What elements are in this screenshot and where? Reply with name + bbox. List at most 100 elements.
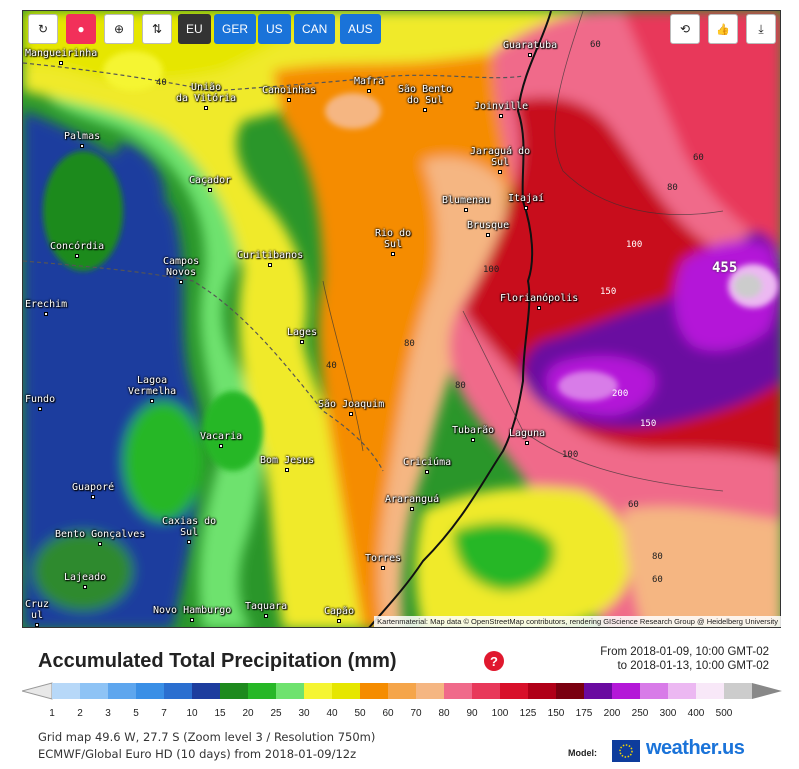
city-marker: [498, 170, 502, 174]
contour-label: 60: [590, 40, 601, 50]
city-marker: [349, 412, 353, 416]
city-label: Laguna: [509, 428, 546, 439]
location-pin-icon: ●: [77, 22, 85, 36]
legend-tick-label: 15: [214, 708, 226, 719]
contour-label: 80: [667, 183, 678, 193]
grid-info: Grid map 49.6 W, 27.7 S (Zoom level 3 / …: [38, 730, 376, 744]
contour-label: 40: [326, 361, 337, 371]
city-marker: [524, 206, 528, 210]
city-marker: [425, 470, 429, 474]
brand-logo[interactable]: weather.us: [646, 737, 745, 759]
date-range: From 2018-01-09, 10:00 GMT-02 to 2018-01…: [600, 645, 769, 673]
region-aus-button[interactable]: AUS: [340, 14, 381, 44]
city-marker: [391, 252, 395, 256]
city-marker: [537, 306, 541, 310]
city-label: Lages: [287, 327, 318, 338]
legend-swatch: [136, 683, 165, 699]
city-label: Canoinhas: [262, 85, 317, 96]
city-label: Itajaí: [508, 193, 545, 204]
legend-tick-label: 5: [133, 708, 139, 719]
city-marker: [59, 61, 63, 65]
city-label: São Joaquim: [318, 399, 385, 410]
city-marker: [219, 444, 223, 448]
city-label: Fundo: [25, 394, 56, 405]
city-label: Caxias do Sul: [162, 516, 217, 538]
city-marker: [187, 540, 191, 544]
date-to: to 2018-01-13, 10:00 GMT-02: [617, 660, 769, 672]
zoom-in-button[interactable]: ⊕: [104, 14, 134, 44]
city-label: Bento Gonçalves: [55, 529, 146, 540]
city-label: Blumenau: [442, 195, 491, 206]
region-eu-button[interactable]: EU: [178, 14, 211, 44]
legend-tick-label: 90: [466, 708, 478, 719]
legend-tick-label: 150: [547, 708, 565, 719]
city-marker: [423, 108, 427, 112]
sort-button[interactable]: ⇅: [142, 14, 172, 44]
city-marker: [179, 280, 183, 284]
legend-tick-label: 400: [687, 708, 705, 719]
refresh-icon: ↻: [37, 22, 49, 36]
legend-swatch: [108, 683, 137, 699]
legend-swatch: [304, 683, 333, 699]
contour-label: 80: [404, 339, 415, 349]
download-button[interactable]: ⤓: [746, 14, 776, 44]
region-us-button[interactable]: US: [258, 14, 291, 44]
contour-label: 100: [483, 265, 500, 275]
region-can-button[interactable]: CAN: [294, 14, 336, 44]
legend-swatch: [724, 683, 753, 699]
legend-tick-label: 500: [715, 708, 733, 719]
city-label: Taquara: [245, 601, 288, 612]
city-marker: [44, 312, 48, 316]
city-label: São Bento do Sul: [398, 84, 453, 106]
map-attribution: Kartenmaterial: Map data © OpenStreetMap…: [374, 616, 781, 627]
legend-swatch: [556, 683, 585, 699]
city-label: Florianópolis: [500, 293, 579, 304]
location-button[interactable]: ●: [66, 14, 96, 44]
city-label: Lagoa Vermelha: [128, 375, 177, 397]
city-marker: [35, 623, 39, 627]
city-label: União da Vitória: [176, 82, 237, 104]
contour-label: 100: [626, 240, 643, 250]
legend-tick-label: 25: [270, 708, 282, 719]
like-button[interactable]: 👍: [708, 14, 738, 44]
legend-swatch: [416, 683, 445, 699]
legend-tick-label: 30: [298, 708, 310, 719]
help-icon[interactable]: ?: [484, 651, 504, 671]
download-icon: ⤓: [758, 21, 764, 36]
legend-swatch: [332, 683, 361, 699]
precipitation-field: [23, 11, 780, 627]
legend-tick-label: 200: [603, 708, 621, 719]
legend-tick-label: 1: [49, 708, 55, 719]
city-label: Capão: [324, 606, 355, 617]
model-label: Model:: [568, 748, 597, 758]
region-ger-button[interactable]: GER: [214, 14, 257, 44]
city-label: Bom Jesus: [260, 455, 315, 466]
repeat-button[interactable]: ⟲: [670, 14, 700, 44]
legend-swatch: [668, 683, 697, 699]
city-marker: [264, 614, 268, 618]
contour-label: 40: [156, 78, 167, 88]
legend-tick-label: 250: [631, 708, 649, 719]
refresh-button[interactable]: ↻: [28, 14, 58, 44]
city-label: Guaporé: [72, 482, 115, 493]
legend-tick-label: 7: [161, 708, 167, 719]
city-label: Araranguá: [385, 494, 440, 505]
city-label: Concórdia: [50, 241, 105, 252]
legend-tick-label: 40: [326, 708, 338, 719]
zoom-in-icon: ⊕: [113, 22, 125, 36]
city-marker: [268, 263, 272, 267]
legend-swatch: [80, 683, 109, 699]
legend-tick-label: 70: [410, 708, 422, 719]
date-from: From 2018-01-09, 10:00 GMT-02: [600, 646, 769, 658]
city-label: Erechim: [25, 299, 68, 310]
precipitation-legend: [22, 682, 782, 700]
contour-label: 80: [455, 381, 466, 391]
city-marker: [471, 438, 475, 442]
city-marker: [190, 618, 194, 622]
model-info: ECMWF/Global Euro HD (10 days) from 2018…: [38, 747, 357, 761]
city-label: Campos Novos: [163, 256, 200, 278]
legend-swatch: [640, 683, 669, 699]
precipitation-map[interactable]: [22, 10, 781, 628]
legend-swatch: [192, 683, 221, 699]
city-label: Jaraguá do Sul: [470, 146, 531, 168]
